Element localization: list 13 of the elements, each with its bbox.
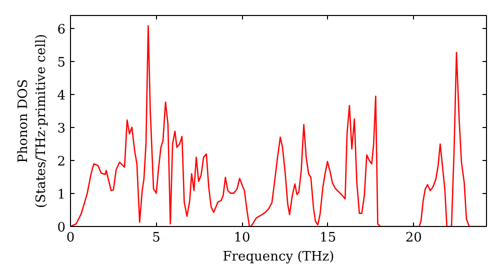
y-tick-label: 1 (57, 188, 66, 203)
x-tick-label: 5 (152, 230, 160, 246)
y-tick-label: 2 (57, 154, 66, 170)
x-tick-label: 20 (405, 230, 422, 246)
x-tick-label: 15 (320, 230, 336, 246)
y-tick-label: 3 (57, 122, 66, 137)
y-tick-label: 6 (57, 22, 66, 38)
y-tick-label: 4 (57, 88, 66, 104)
y-axis-title: Phonon DOS (States/THz·primitive cell) (16, 34, 50, 208)
y-tick-label: 5 (57, 56, 66, 71)
y-tick-label: 0 (57, 220, 66, 236)
x-tick-label: 10 (234, 230, 250, 246)
x-axis-title: Frequency (THz) (222, 250, 334, 264)
